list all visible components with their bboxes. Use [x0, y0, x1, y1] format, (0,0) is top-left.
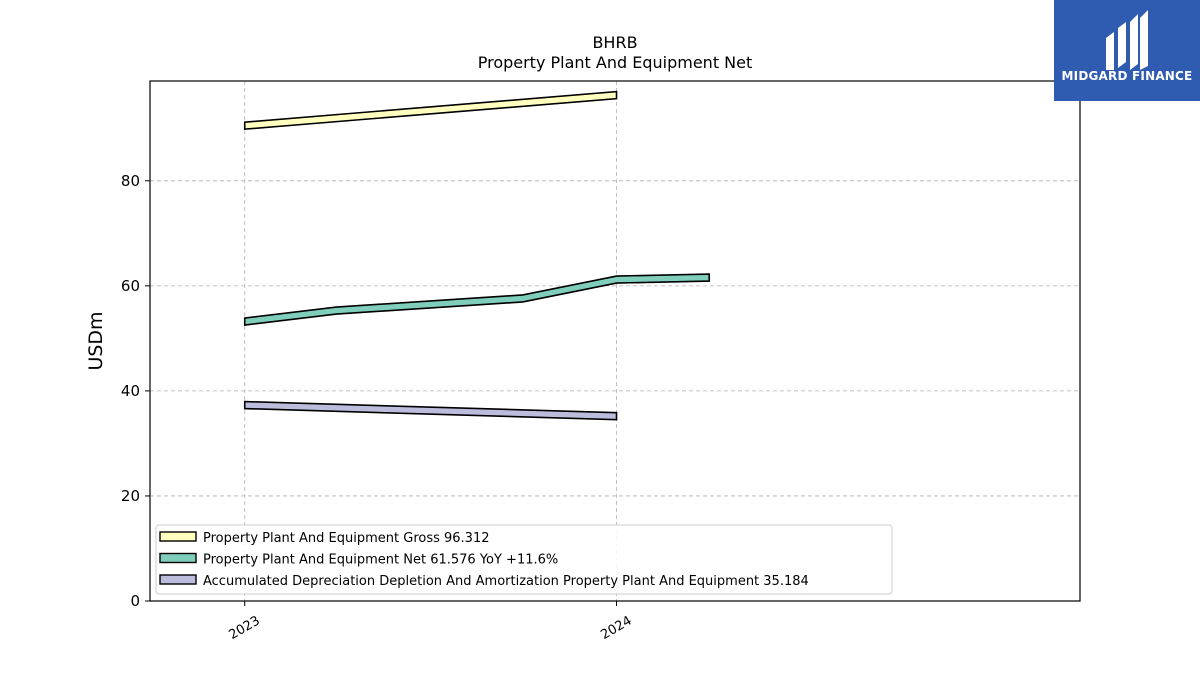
legend-label: Property Plant And Equipment Net 61.576 … — [203, 553, 558, 568]
series-band-1 — [243, 90, 618, 131]
legend: Property Plant And Equipment Gross 96.31… — [155, 524, 893, 595]
series-band-2 — [243, 273, 711, 326]
y-tick-label: 40 — [121, 382, 140, 400]
plot-frame — [149, 80, 1081, 602]
y-axis-label: USDm — [85, 311, 107, 370]
series-band-3 — [243, 400, 618, 421]
x-tick-label: 2023 — [227, 613, 263, 643]
legend-label: Property Plant And Equipment Gross 96.31… — [203, 531, 490, 546]
y-tick-label: 60 — [121, 277, 140, 295]
legend-label: Accumulated Depreciation Depletion And A… — [203, 574, 809, 589]
series-layer — [243, 90, 711, 421]
y-tick-label: 80 — [121, 172, 140, 190]
x-tick-label: 2024 — [598, 613, 634, 643]
y-tick-label: 20 — [121, 487, 140, 505]
chart-title: BHRB — [592, 33, 637, 52]
logo-mark-icon — [1106, 10, 1148, 70]
legend-swatch — [159, 531, 197, 542]
midgard-finance-logo: MIDGARD FINANCE — [1054, 0, 1200, 101]
y-tick-label: 0 — [130, 592, 140, 610]
legend-swatch — [159, 552, 197, 564]
legend-swatch — [159, 574, 197, 585]
logo-text: MIDGARD FINANCE — [1061, 69, 1193, 83]
grid — [150, 81, 1080, 601]
chart-subtitle: Property Plant And Equipment Net — [478, 53, 753, 72]
legend-box — [155, 524, 893, 595]
